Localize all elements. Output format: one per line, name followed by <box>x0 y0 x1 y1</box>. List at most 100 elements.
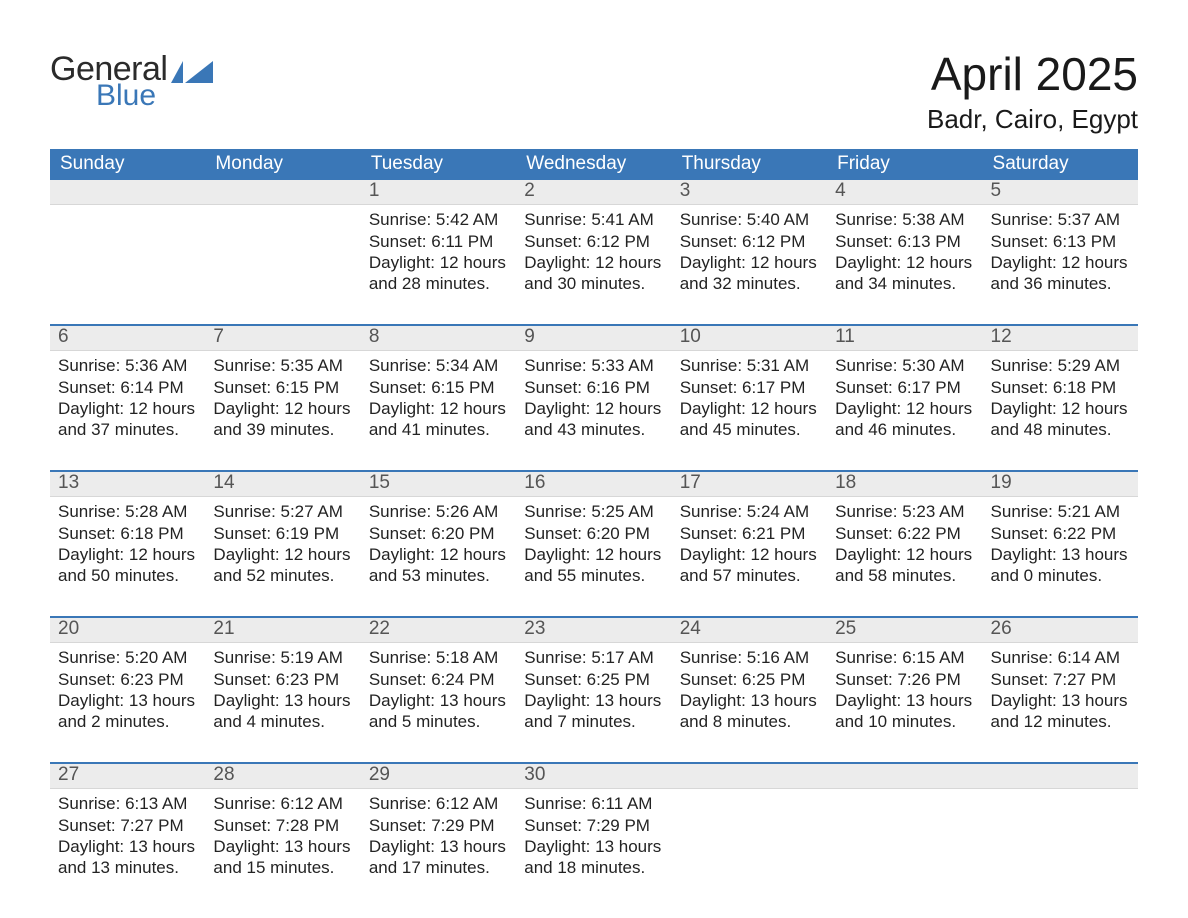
sunset-line: Sunset: 6:23 PM <box>213 669 352 690</box>
daylight-line: Daylight: 13 hours and 4 minutes. <box>213 690 352 733</box>
day-details: Sunrise: 5:40 AMSunset: 6:12 PMDaylight:… <box>672 205 827 294</box>
day-details: Sunrise: 5:29 AMSunset: 6:18 PMDaylight:… <box>983 351 1138 440</box>
weekday-header: Tuesday <box>361 149 516 180</box>
day-details: Sunrise: 5:20 AMSunset: 6:23 PMDaylight:… <box>50 643 205 732</box>
daylight-line: Daylight: 13 hours and 5 minutes. <box>369 690 508 733</box>
sunrise-line: Sunrise: 5:38 AM <box>835 209 974 230</box>
day-details: Sunrise: 5:42 AMSunset: 6:11 PMDaylight:… <box>361 205 516 294</box>
sunset-line: Sunset: 6:13 PM <box>835 231 974 252</box>
sunrise-line: Sunrise: 5:26 AM <box>369 501 508 522</box>
daylight-line: Daylight: 12 hours and 32 minutes. <box>680 252 819 295</box>
sunset-line: Sunset: 6:14 PM <box>58 377 197 398</box>
date-number: 1 <box>361 180 516 205</box>
day-details: Sunrise: 5:25 AMSunset: 6:20 PMDaylight:… <box>516 497 671 586</box>
calendar-cell <box>827 763 982 908</box>
page: General Blue April 2025 Badr, Cairo, Egy… <box>0 0 1188 908</box>
date-number: 8 <box>361 326 516 351</box>
date-number: 12 <box>983 326 1138 351</box>
daylight-line: Daylight: 13 hours and 17 minutes. <box>369 836 508 879</box>
weekday-header: Friday <box>827 149 982 180</box>
calendar-week-row: 20Sunrise: 5:20 AMSunset: 6:23 PMDayligh… <box>50 617 1138 763</box>
day-details <box>827 789 982 793</box>
day-details: Sunrise: 6:14 AMSunset: 7:27 PMDaylight:… <box>983 643 1138 732</box>
sunset-line: Sunset: 7:26 PM <box>835 669 974 690</box>
calendar-cell: 22Sunrise: 5:18 AMSunset: 6:24 PMDayligh… <box>361 617 516 763</box>
daylight-line: Daylight: 12 hours and 46 minutes. <box>835 398 974 441</box>
sunrise-line: Sunrise: 5:34 AM <box>369 355 508 376</box>
date-number: 26 <box>983 618 1138 643</box>
sunrise-line: Sunrise: 5:30 AM <box>835 355 974 376</box>
sunset-line: Sunset: 6:15 PM <box>369 377 508 398</box>
date-number: 11 <box>827 326 982 351</box>
day-details: Sunrise: 5:17 AMSunset: 6:25 PMDaylight:… <box>516 643 671 732</box>
sunset-line: Sunset: 7:29 PM <box>369 815 508 836</box>
date-number: 27 <box>50 764 205 789</box>
day-details: Sunrise: 5:26 AMSunset: 6:20 PMDaylight:… <box>361 497 516 586</box>
daylight-line: Daylight: 13 hours and 10 minutes. <box>835 690 974 733</box>
calendar-week-row: 1Sunrise: 5:42 AMSunset: 6:11 PMDaylight… <box>50 180 1138 325</box>
sunrise-line: Sunrise: 5:23 AM <box>835 501 974 522</box>
calendar-cell: 9Sunrise: 5:33 AMSunset: 6:16 PMDaylight… <box>516 325 671 471</box>
day-details: Sunrise: 6:12 AMSunset: 7:29 PMDaylight:… <box>361 789 516 878</box>
sunrise-line: Sunrise: 5:28 AM <box>58 501 197 522</box>
day-details: Sunrise: 6:11 AMSunset: 7:29 PMDaylight:… <box>516 789 671 878</box>
sunset-line: Sunset: 6:24 PM <box>369 669 508 690</box>
sunrise-line: Sunrise: 5:29 AM <box>991 355 1130 376</box>
daylight-line: Daylight: 13 hours and 18 minutes. <box>524 836 663 879</box>
calendar-cell: 13Sunrise: 5:28 AMSunset: 6:18 PMDayligh… <box>50 471 205 617</box>
day-details: Sunrise: 5:18 AMSunset: 6:24 PMDaylight:… <box>361 643 516 732</box>
date-number: 29 <box>361 764 516 789</box>
calendar-week-row: 6Sunrise: 5:36 AMSunset: 6:14 PMDaylight… <box>50 325 1138 471</box>
day-details: Sunrise: 5:35 AMSunset: 6:15 PMDaylight:… <box>205 351 360 440</box>
day-details: Sunrise: 5:24 AMSunset: 6:21 PMDaylight:… <box>672 497 827 586</box>
title-block: April 2025 Badr, Cairo, Egypt <box>927 50 1138 135</box>
date-number: 21 <box>205 618 360 643</box>
calendar-cell: 5Sunrise: 5:37 AMSunset: 6:13 PMDaylight… <box>983 180 1138 325</box>
day-details <box>983 789 1138 793</box>
calendar-cell <box>205 180 360 325</box>
day-details: Sunrise: 5:21 AMSunset: 6:22 PMDaylight:… <box>983 497 1138 586</box>
date-number: 10 <box>672 326 827 351</box>
day-details: Sunrise: 5:31 AMSunset: 6:17 PMDaylight:… <box>672 351 827 440</box>
daylight-line: Daylight: 12 hours and 58 minutes. <box>835 544 974 587</box>
sunrise-line: Sunrise: 5:33 AM <box>524 355 663 376</box>
sunrise-line: Sunrise: 5:40 AM <box>680 209 819 230</box>
day-details: Sunrise: 6:13 AMSunset: 7:27 PMDaylight:… <box>50 789 205 878</box>
date-number: 28 <box>205 764 360 789</box>
weekday-header-row: Sunday Monday Tuesday Wednesday Thursday… <box>50 149 1138 180</box>
daylight-line: Daylight: 13 hours and 7 minutes. <box>524 690 663 733</box>
calendar-cell: 2Sunrise: 5:41 AMSunset: 6:12 PMDaylight… <box>516 180 671 325</box>
daylight-line: Daylight: 12 hours and 36 minutes. <box>991 252 1130 295</box>
calendar-cell <box>50 180 205 325</box>
sunset-line: Sunset: 6:23 PM <box>58 669 197 690</box>
day-details: Sunrise: 5:38 AMSunset: 6:13 PMDaylight:… <box>827 205 982 294</box>
daylight-line: Daylight: 13 hours and 15 minutes. <box>213 836 352 879</box>
day-details <box>50 205 205 209</box>
sunrise-line: Sunrise: 5:24 AM <box>680 501 819 522</box>
logo-text-blue: Blue <box>96 79 156 113</box>
sunrise-line: Sunrise: 5:36 AM <box>58 355 197 376</box>
logo-flag-icon <box>171 61 213 83</box>
date-number <box>827 764 982 789</box>
logo: General Blue <box>50 50 213 113</box>
date-number: 15 <box>361 472 516 497</box>
sunrise-line: Sunrise: 5:37 AM <box>991 209 1130 230</box>
calendar-cell: 7Sunrise: 5:35 AMSunset: 6:15 PMDaylight… <box>205 325 360 471</box>
sunrise-line: Sunrise: 6:11 AM <box>524 793 663 814</box>
location-subtitle: Badr, Cairo, Egypt <box>927 104 1138 135</box>
date-number: 13 <box>50 472 205 497</box>
calendar-cell: 20Sunrise: 5:20 AMSunset: 6:23 PMDayligh… <box>50 617 205 763</box>
calendar-cell <box>983 763 1138 908</box>
day-details: Sunrise: 5:19 AMSunset: 6:23 PMDaylight:… <box>205 643 360 732</box>
date-number: 2 <box>516 180 671 205</box>
daylight-line: Daylight: 12 hours and 28 minutes. <box>369 252 508 295</box>
daylight-line: Daylight: 12 hours and 45 minutes. <box>680 398 819 441</box>
day-details <box>672 789 827 793</box>
sunset-line: Sunset: 6:18 PM <box>58 523 197 544</box>
calendar-body: 1Sunrise: 5:42 AMSunset: 6:11 PMDaylight… <box>50 180 1138 908</box>
calendar-cell: 12Sunrise: 5:29 AMSunset: 6:18 PMDayligh… <box>983 325 1138 471</box>
calendar-cell: 10Sunrise: 5:31 AMSunset: 6:17 PMDayligh… <box>672 325 827 471</box>
sunset-line: Sunset: 6:11 PM <box>369 231 508 252</box>
calendar-cell: 3Sunrise: 5:40 AMSunset: 6:12 PMDaylight… <box>672 180 827 325</box>
date-number: 5 <box>983 180 1138 205</box>
